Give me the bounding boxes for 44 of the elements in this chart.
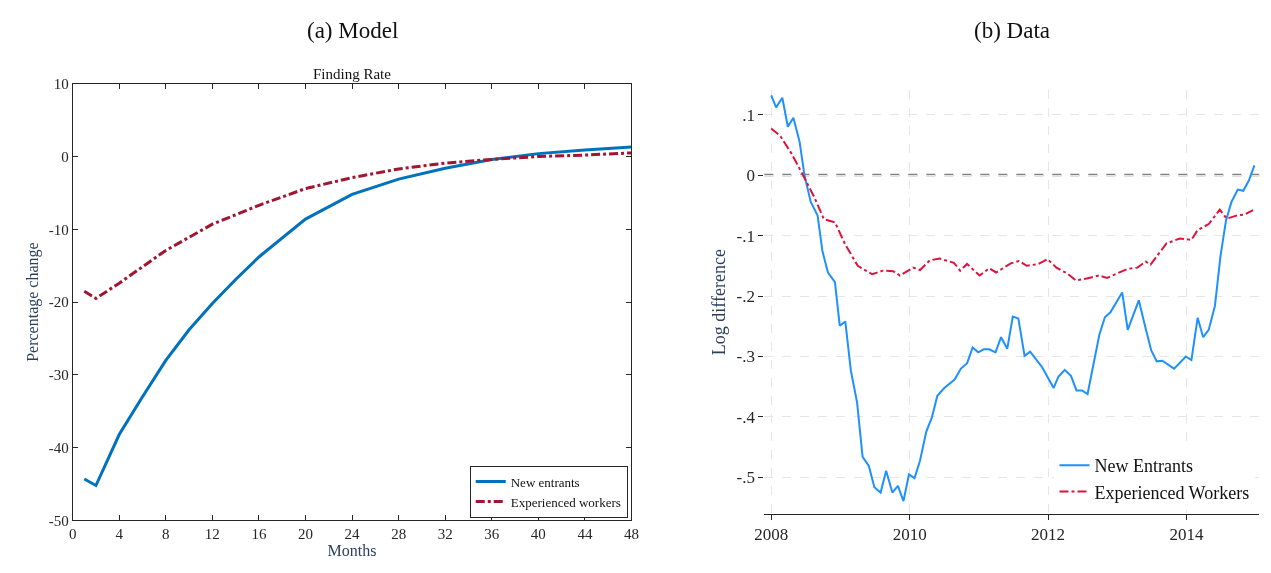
x-tick-label: 4: [115, 526, 124, 543]
chart-subtitle: Finding Rate: [313, 66, 392, 82]
x-tick-label: 48: [623, 526, 639, 543]
x-tick-label: 2008: [754, 525, 789, 545]
legend-label: New Entrants: [1094, 456, 1193, 477]
y-tick-label: 0: [61, 148, 69, 165]
x-tick-label: 2014: [1169, 525, 1205, 545]
y-tick-label: -.5: [736, 468, 755, 488]
y-tick-label: -.4: [736, 407, 756, 427]
line-series: [82, 145, 632, 487]
legend-label: New entrants: [510, 474, 580, 490]
y-tick-label: -.1: [736, 226, 755, 246]
x-tick-label: 32: [437, 526, 453, 543]
x-tick-label: 16: [251, 526, 267, 543]
y-tick-label: -40: [48, 439, 69, 456]
x-tick-label: 24: [344, 526, 361, 543]
y-tick-label: -.3: [736, 347, 755, 367]
x-tick-label: 2012: [1031, 525, 1066, 545]
chart-title: (b) Data: [974, 18, 1050, 43]
chart-title: (a) Model: [307, 18, 399, 43]
x-tick-label: 28: [391, 526, 407, 543]
x-tick-label: 2010: [892, 525, 927, 545]
y-tick-label: 0: [746, 166, 755, 186]
y-tick-label: -.2: [736, 287, 755, 306]
y-tick-label: 10: [53, 76, 69, 92]
x-tick-label: 40: [530, 526, 546, 543]
y-tick-label: -20: [48, 294, 69, 311]
y-tick-label: -50: [48, 512, 69, 529]
line-series: [82, 151, 632, 300]
y-axis-title: Log difference: [708, 249, 729, 356]
x-tick-label: 44: [577, 526, 593, 543]
y-tick-label: -10: [48, 221, 69, 238]
y-tick-label: .1: [742, 105, 755, 125]
legend-label: Experienced workers: [510, 494, 621, 510]
legend-label: Experienced Workers: [1094, 482, 1250, 503]
x-tick-label: 12: [204, 526, 220, 543]
line-series: [770, 94, 1256, 503]
y-tick-label: -30: [48, 367, 69, 384]
y-axis-title: Percentage change: [23, 242, 42, 362]
x-axis-title: Months: [327, 542, 377, 560]
x-tick-label: 20: [298, 526, 313, 543]
line-series: [770, 127, 1255, 282]
x-tick-label: 36: [484, 526, 500, 543]
x-tick-label: 8: [162, 526, 170, 543]
